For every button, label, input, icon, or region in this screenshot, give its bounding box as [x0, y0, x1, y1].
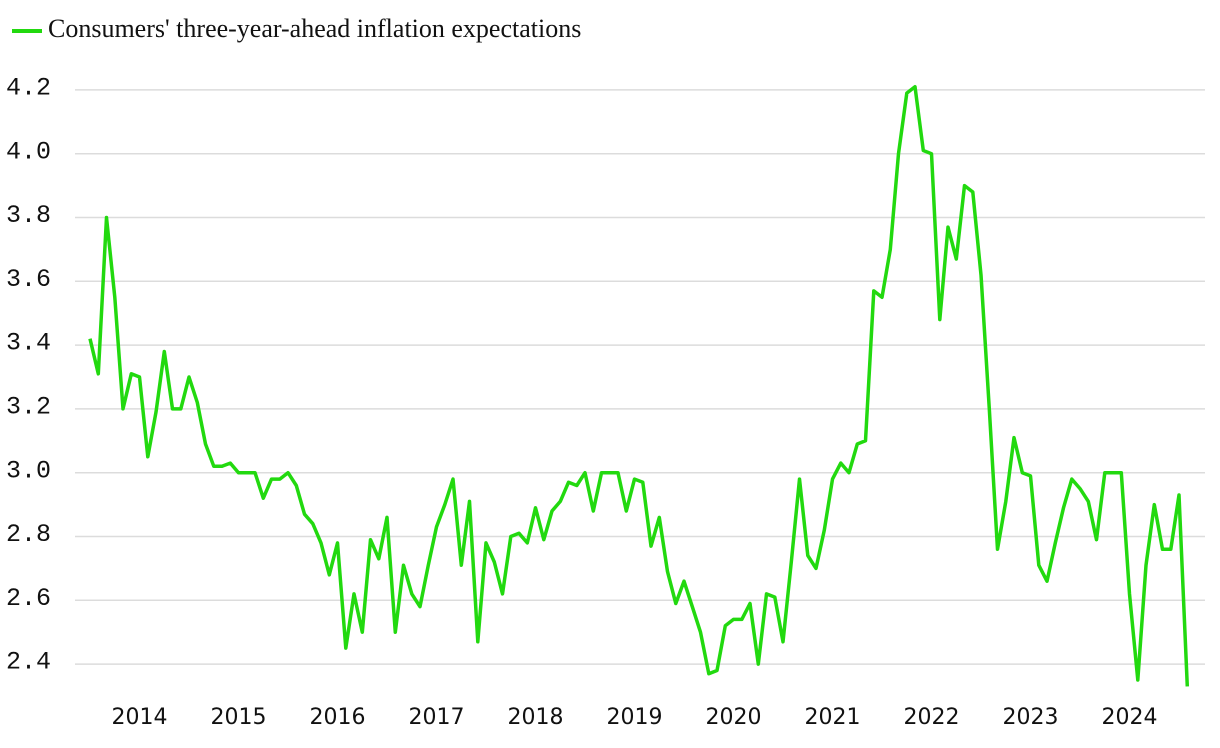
- y-tick-label: 2.4: [6, 648, 51, 677]
- y-tick-label: 2.6: [6, 584, 51, 613]
- x-tick-label: 2017: [409, 705, 465, 730]
- x-tick-label: 2020: [706, 705, 762, 730]
- y-tick-label: 4.2: [6, 74, 51, 103]
- x-tick-label: 2015: [211, 705, 267, 730]
- y-tick-label: 3.6: [6, 265, 51, 294]
- y-tick-label: 4.0: [6, 137, 51, 166]
- x-tick-label: 2019: [607, 705, 663, 730]
- y-tick-label: 3.0: [6, 456, 51, 485]
- y-tick-label: 3.2: [6, 393, 51, 422]
- x-tick-label: 2014: [112, 705, 168, 730]
- x-tick-label: 2016: [310, 705, 366, 730]
- x-tick-label: 2023: [1003, 705, 1059, 730]
- x-tick-label: 2022: [904, 705, 960, 730]
- y-tick-label: 3.4: [6, 329, 51, 358]
- x-tick-label: 2024: [1102, 705, 1158, 730]
- legend-label: Consumers' three-year-ahead inflation ex…: [48, 14, 581, 43]
- data-line: [88, 84, 1190, 687]
- y-tick-label: 3.8: [6, 201, 51, 230]
- x-tick-label: 2021: [805, 705, 861, 730]
- y-tick-label: 2.8: [6, 520, 51, 549]
- x-tick-label: 2018: [508, 705, 564, 730]
